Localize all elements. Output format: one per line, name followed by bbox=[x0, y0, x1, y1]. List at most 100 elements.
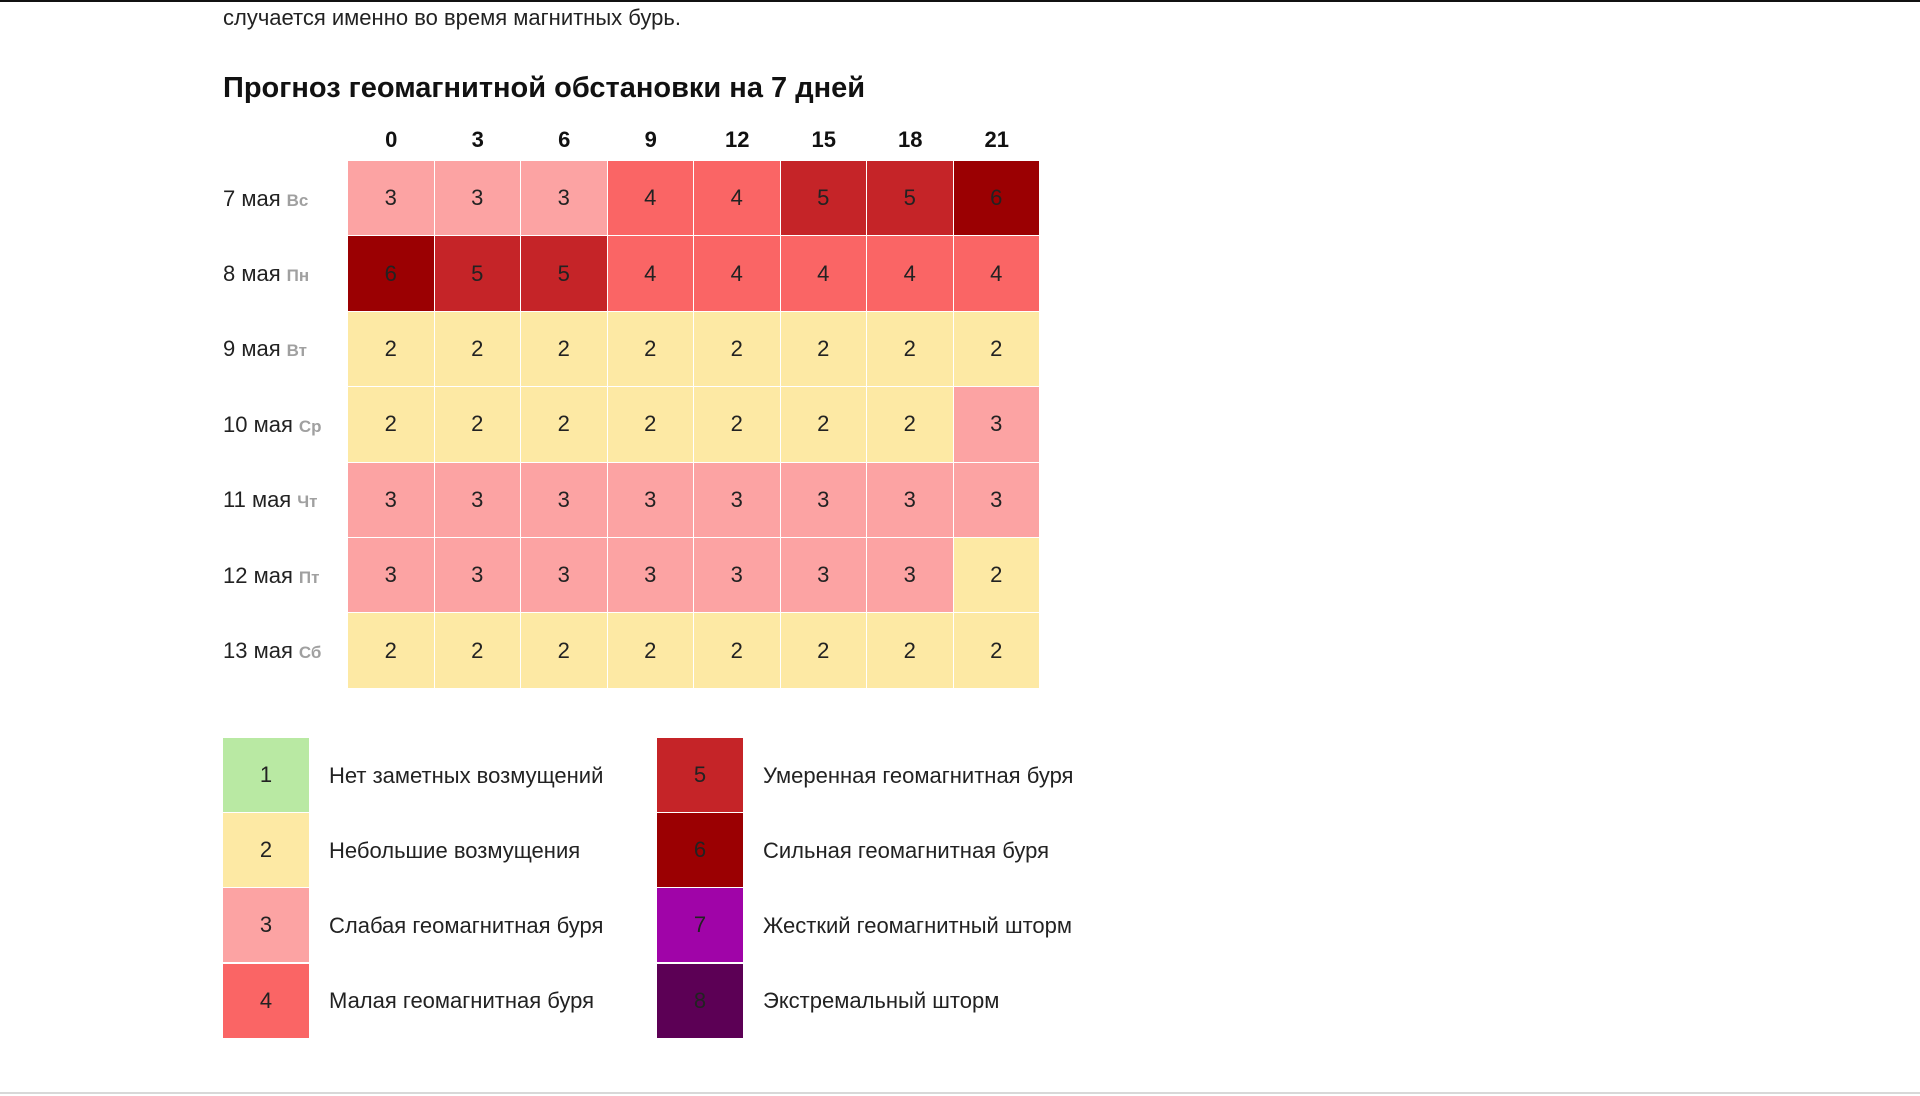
legend: 1 Нет заметных возмущений 2 Небольшие возму… bbox=[223, 738, 1143, 1040]
day-label: 13 мая Сб bbox=[223, 613, 348, 688]
legend-swatch: 3 bbox=[223, 888, 309, 963]
heatmap-cell: 3 bbox=[521, 161, 607, 236]
heatmap-cell: 2 bbox=[607, 311, 693, 387]
heatmap-cell: 2 bbox=[867, 387, 953, 462]
heatmap-cell: 2 bbox=[607, 387, 693, 462]
heatmap-cell: 3 bbox=[348, 537, 434, 613]
hour-header-row: 0 3 6 9 12 15 18 21 bbox=[348, 120, 1040, 160]
heatmap-cell: 2 bbox=[434, 613, 520, 688]
heatmap-cell: 4 bbox=[694, 161, 780, 236]
heatmap-row: 12 мая Пт 3 3 3 3 3 3 3 2 bbox=[223, 537, 1040, 613]
legend-item: 4 Малая геомагнитная буря bbox=[223, 963, 603, 1039]
heatmap-cell: 2 bbox=[953, 537, 1039, 613]
heatmap-cell: 3 bbox=[694, 537, 780, 613]
legend-item: 3 Слабая геомагнитная буря bbox=[223, 888, 603, 963]
day-label: 11 мая Чт bbox=[223, 463, 348, 538]
legend-item: 5 Умеренная геомагнитная буря bbox=[657, 738, 1073, 813]
day-of-week: Пт bbox=[298, 567, 320, 587]
day-date: 7 мая bbox=[223, 185, 281, 211]
heatmap-cell: 3 bbox=[694, 462, 780, 537]
heatmap-cell: 6 bbox=[953, 161, 1039, 236]
heatmap-cell: 3 bbox=[867, 462, 953, 537]
heatmap-cell: 5 bbox=[434, 236, 520, 311]
hour-label: 12 bbox=[725, 127, 750, 152]
heatmap-cell: 5 bbox=[521, 236, 607, 311]
intro-text: случается именно во время магнитных бурь… bbox=[223, 5, 681, 30]
day-label: 7 мая Вс bbox=[223, 161, 348, 236]
hour-label: 15 bbox=[811, 127, 836, 152]
heatmap-cell: 3 bbox=[953, 387, 1039, 462]
heatmap-cell: 3 bbox=[953, 462, 1039, 537]
heatmap-row: 13 мая Сб 2 2 2 2 2 2 2 2 bbox=[223, 613, 1040, 688]
heatmap-cell: 2 bbox=[348, 311, 434, 387]
heatmap-cell: 3 bbox=[434, 537, 520, 613]
heatmap-cell: 2 bbox=[694, 387, 780, 462]
legend-item: 1 Нет заметных возмущений bbox=[223, 738, 603, 813]
heatmap-cell: 2 bbox=[348, 613, 434, 688]
heatmap-cell: 6 bbox=[348, 236, 434, 311]
heatmap-cell: 2 bbox=[953, 613, 1039, 688]
heatmap-cell: 3 bbox=[348, 462, 434, 537]
legend-label: Нет заметных возмущений bbox=[329, 762, 604, 788]
top-divider bbox=[0, 0, 1920, 2]
heatmap-cell: 2 bbox=[348, 387, 434, 462]
hour-label: 21 bbox=[984, 127, 1009, 152]
day-date: 13 мая bbox=[223, 638, 293, 664]
heatmap-row: 9 мая Вт 2 2 2 2 2 2 2 2 bbox=[223, 311, 1040, 387]
heatmap-cell: 2 bbox=[607, 613, 693, 688]
heatmap-cell: 4 bbox=[607, 161, 693, 236]
legend-item: 2 Небольшие возмущения bbox=[223, 813, 603, 888]
day-label: 10 мая Ср bbox=[223, 387, 348, 462]
heatmap-cell: 2 bbox=[694, 311, 780, 387]
legend-label: Умеренная геомагнитная буря bbox=[763, 762, 1074, 788]
legend-swatch: 4 bbox=[223, 963, 309, 1038]
page-title: Прогноз геомагнитной обстановки на 7 дне… bbox=[223, 72, 866, 104]
heatmap-cell: 2 bbox=[780, 387, 866, 462]
legend-swatch: 2 bbox=[223, 813, 309, 888]
day-date: 12 мая bbox=[223, 562, 293, 588]
legend-swatch: 8 bbox=[657, 963, 743, 1038]
day-date: 11 мая bbox=[223, 487, 292, 513]
heatmap-cell: 2 bbox=[694, 613, 780, 688]
legend-label: Слабая геомагнитная буря bbox=[329, 912, 604, 938]
heatmap-cell: 4 bbox=[694, 236, 780, 311]
heatmap-cell: 2 bbox=[867, 311, 953, 387]
hour-label: 9 bbox=[644, 127, 657, 152]
legend-label: Небольшие возмущения bbox=[329, 837, 581, 863]
heatmap-cell: 3 bbox=[521, 537, 607, 613]
heatmap-cell: 4 bbox=[953, 236, 1039, 311]
legend-item: 7 Жесткий геомагнитный шторм bbox=[657, 888, 1073, 963]
day-date: 8 мая bbox=[223, 261, 281, 287]
heatmap-row: 7 мая Вс 3 3 3 4 4 5 5 6 bbox=[223, 161, 1040, 236]
heatmap-cell: 3 bbox=[780, 537, 866, 613]
legend-swatch: 1 bbox=[223, 738, 309, 813]
day-label: 8 мая Пн bbox=[223, 236, 348, 311]
legend-column-left: 1 Нет заметных возмущений 2 Небольшие возму… bbox=[223, 738, 603, 1039]
day-label: 9 мая Вт bbox=[223, 312, 348, 387]
legend-label: Малая геомагнитная буря bbox=[329, 988, 594, 1014]
day-of-week: Пн bbox=[286, 266, 310, 286]
heatmap-row: 11 мая Чт 3 3 3 3 3 3 3 3 bbox=[223, 462, 1040, 538]
legend-item: 8 Экстремальный шторм bbox=[657, 963, 1073, 1039]
heatmap-cell: 3 bbox=[434, 161, 520, 236]
heatmap-grid: 7 мая Вс 3 3 3 4 4 5 5 6 8 мая Пн 6 5 5 4 4 4 4 4 9 мая Вт 2 2 2… bbox=[223, 161, 1040, 689]
day-of-week: Ср bbox=[298, 416, 322, 436]
bottom-divider bbox=[0, 1092, 1920, 1094]
day-of-week: Чт bbox=[297, 492, 318, 512]
heatmap-cell: 3 bbox=[867, 537, 953, 613]
heatmap-cell: 2 bbox=[434, 387, 520, 462]
heatmap-cell: 3 bbox=[348, 161, 434, 236]
legend-label: Экстремальный шторм bbox=[763, 988, 1000, 1014]
heatmap-row: 8 мая Пн 6 5 5 4 4 4 4 4 bbox=[223, 236, 1040, 311]
day-date: 10 мая bbox=[223, 411, 293, 437]
day-of-week: Сб bbox=[298, 643, 322, 663]
heatmap-cell: 4 bbox=[780, 236, 866, 311]
heatmap-row: 10 мая Ср 2 2 2 2 2 2 2 3 bbox=[223, 387, 1040, 462]
hour-label: 6 bbox=[558, 127, 571, 152]
day-of-week: Вт bbox=[286, 341, 308, 361]
day-of-week: Вс bbox=[286, 190, 309, 210]
heatmap-cell: 2 bbox=[867, 613, 953, 688]
heatmap-cell: 3 bbox=[434, 462, 520, 537]
heatmap-cell: 2 bbox=[434, 311, 520, 387]
